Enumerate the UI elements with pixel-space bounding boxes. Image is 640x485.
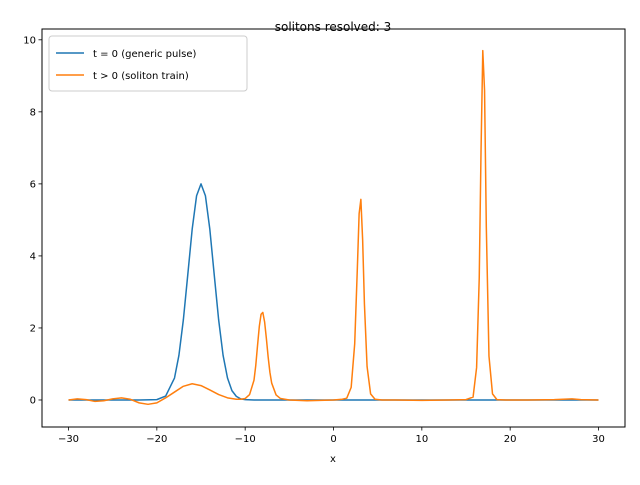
y-tick-label: 8 (30, 107, 36, 118)
legend-box (48, 35, 248, 92)
legend: t = 0 (generic pulse) t > 0 (soliton trai… (48, 35, 248, 92)
chart-title: solitons resolved: 3 (275, 20, 392, 34)
y-tick-label: 2 (30, 323, 36, 334)
x-tick-label: 0 (330, 434, 336, 445)
y-tick-label: 6 (30, 179, 36, 190)
series-line-1 (68, 183, 599, 401)
y-tick-label: 4 (30, 251, 36, 262)
legend-label-2: t > 0 (soliton train) (93, 71, 189, 82)
x-tick-label: 20 (504, 434, 517, 445)
y-tick-label: 10 (23, 35, 36, 46)
y-tick-label: 0 (30, 395, 36, 406)
series-line-2 (68, 49, 599, 406)
x-tick-label: −10 (235, 434, 256, 445)
x-tick-label: 10 (415, 434, 428, 445)
x-tick-label: −20 (146, 434, 167, 445)
legend-label-1: t = 0 (generic pulse) (93, 49, 196, 60)
x-tick-label: −30 (58, 434, 79, 445)
x-tick-label: 30 (592, 434, 605, 445)
x-axis-label: x (330, 454, 336, 465)
